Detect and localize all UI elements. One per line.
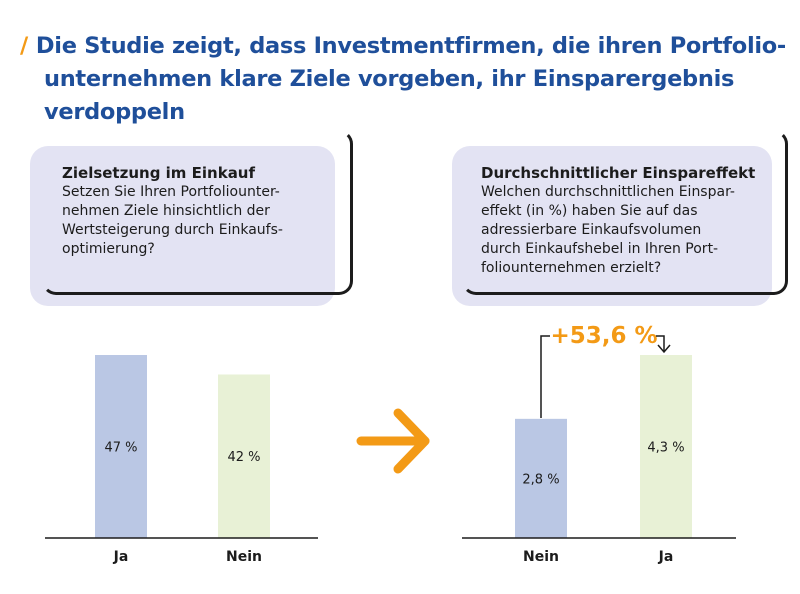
right-question-line: adressierbare Einkaufsvolumen [481, 222, 702, 238]
headline-line-2: unternehmen klare Ziele vorgeben, ihr Ei… [44, 66, 735, 125]
category-label: Ja [658, 549, 674, 565]
left-question-line: Wertsteigerung durch Einkaufs- [62, 222, 283, 238]
category-label: Ja [113, 549, 129, 565]
right-question-line: foliounternehmen erzielt? [481, 260, 662, 276]
bar-ja [640, 355, 692, 538]
increase-label: +53,6 % [550, 323, 657, 349]
data-label: 42 % [227, 450, 260, 465]
left-question-frame [42, 130, 353, 295]
right-question-box [452, 146, 772, 306]
bar-nein [515, 418, 567, 538]
data-label: 4,3 % [647, 441, 684, 456]
left-question-box [30, 146, 335, 306]
arrow-down-icon [656, 335, 671, 354]
category-label: Nein [226, 549, 262, 565]
left-question-line: nehmen Ziele hinsichtlich der [62, 203, 270, 219]
bar-ja [95, 355, 147, 538]
category-label: Nein [523, 549, 559, 565]
headline: / Die Studie zeigt, dass Investmentfirmen… [20, 30, 790, 129]
right-question-frame [462, 130, 788, 295]
left-question-title: Zielsetzung im Einkauf [62, 164, 256, 182]
right-question-line: durch Einkaufshebel in Ihren Port- [481, 241, 719, 257]
arrow-right-icon [356, 408, 430, 474]
right-question-title: Durchschnittlicher Einspareffekt [481, 164, 756, 182]
left-question-line: optimierung? [62, 241, 155, 257]
left-question-line: Setzen Sie Ihren Portfoliounter- [62, 184, 280, 200]
left-question-text: Zielsetzung im Einkauf Setzen Sie Ihren … [62, 164, 332, 259]
data-label: 2,8 % [522, 472, 559, 487]
chart-left: 47 % Ja 42 % Nein [45, 355, 318, 565]
data-label: 47 % [104, 441, 137, 456]
headline-slash-icon: / [20, 33, 28, 59]
headline-line-1: Die Studie zeigt, dass Investmentfirmen,… [35, 33, 786, 59]
increase-annotation: +53,6 % [540, 323, 671, 418]
increase-bracket [540, 335, 550, 418]
right-question-text: Durchschnittlicher Einspareffekt Welchen… [481, 164, 771, 278]
bar-nein [218, 374, 270, 538]
right-question-line: effekt (in %) haben Sie auf das [481, 203, 698, 219]
right-question-line: Welchen durchschnittlichen Einspar- [481, 184, 735, 200]
chart-right: 2,8 % Nein 4,3 % Ja [462, 355, 736, 565]
